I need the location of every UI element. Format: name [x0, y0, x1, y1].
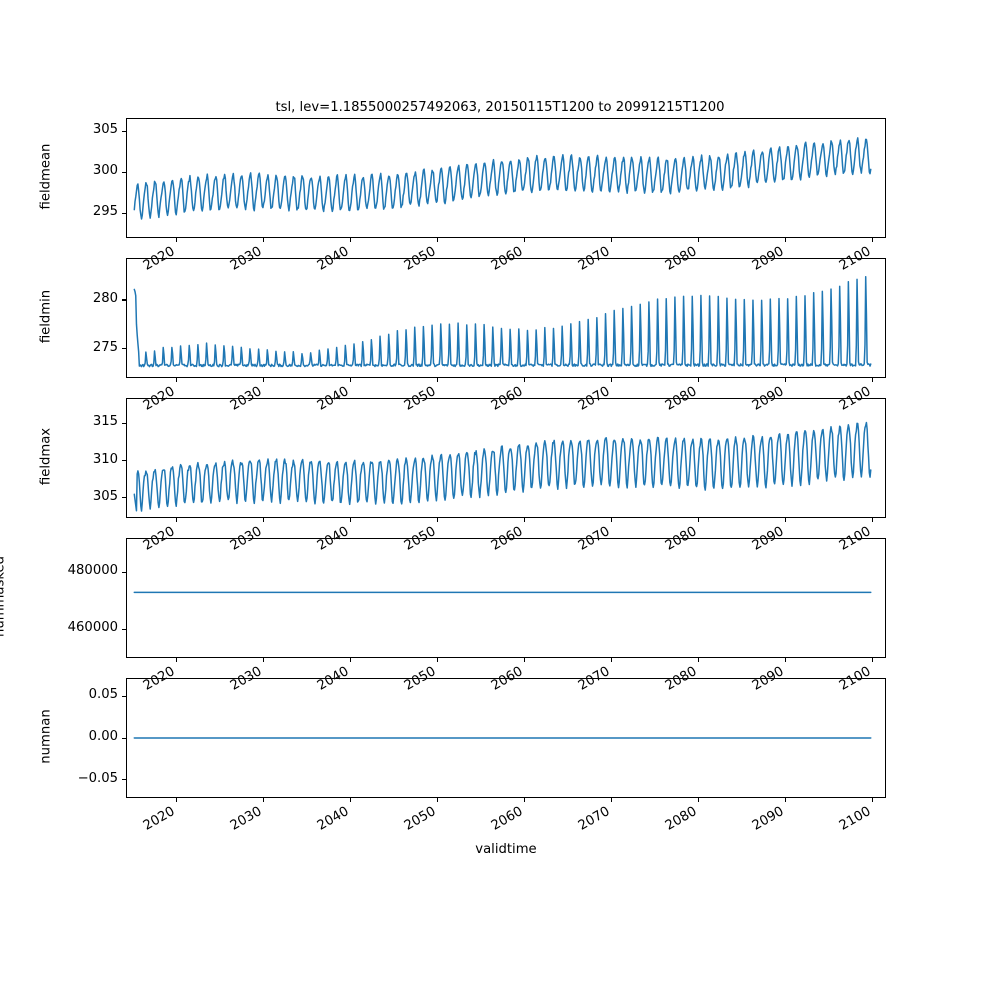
x-tick-mark-nummasked-7 [784, 658, 786, 662]
x-tick-mark-fieldmean-3 [436, 238, 438, 242]
y-axis-label-fieldmax: fieldmax [38, 427, 54, 486]
fieldmin-line [133, 275, 872, 368]
y-tick-label-numnan-0: 0.05 [88, 687, 118, 703]
y-axis-label-nummasked: nummasked [0, 556, 8, 638]
x-tick-mark-numnan-1 [262, 798, 264, 802]
x-tick-mark-fieldmean-0 [175, 238, 178, 242]
x-tick-mark-fieldmax-0 [175, 518, 178, 522]
subplot-fieldmin [126, 258, 886, 378]
x-tick-mark-fieldmean-8 [871, 238, 873, 242]
x-tick-mark-numnan-8 [871, 798, 873, 802]
x-tick-mark-nummasked-1 [262, 658, 264, 662]
figure-title: tsl, lev=1.1855000257492063, 20150115T12… [275, 100, 725, 115]
y-tick-label-fieldmean-0: 305 [92, 122, 118, 138]
x-axis-label: validtime [475, 842, 537, 857]
x-tick-label-numnan-4: 2060 [489, 804, 526, 834]
subplot-numnan [126, 678, 886, 798]
x-tick-mark-fieldmin-2 [349, 378, 351, 382]
y-axis-label-numnan: numnan [38, 709, 54, 764]
y-tick-label-nummasked-0: 480000 [67, 563, 118, 579]
y-tick-label-fieldmean-2: 295 [92, 204, 118, 220]
y-tick-label-nummasked-1: 460000 [67, 620, 118, 636]
x-tick-mark-nummasked-2 [349, 658, 351, 662]
fieldmax-line [133, 421, 872, 512]
y-tick-label-fieldmean-1: 300 [92, 163, 118, 179]
x-tick-mark-fieldmean-7 [784, 238, 786, 242]
y-tick-label-fieldmax-1: 310 [92, 451, 118, 467]
x-tick-mark-fieldmin-4 [523, 378, 525, 382]
x-tick-mark-fieldmin-0 [175, 378, 178, 382]
x-tick-mark-fieldmin-6 [697, 378, 699, 382]
x-tick-mark-nummasked-5 [610, 658, 612, 662]
y-tick-label-fieldmax-0: 315 [92, 414, 118, 430]
y-tick-label-numnan-2: −0.05 [77, 770, 118, 786]
tick-label-clip-mask-2 [126, 538, 900, 658]
x-tick-label-numnan-3: 2050 [402, 804, 439, 834]
x-tick-mark-numnan-2 [349, 798, 351, 802]
x-tick-label-numnan-0: 2020 [141, 804, 178, 834]
subplot-fieldmean [126, 118, 886, 238]
x-tick-label-numnan-7: 2090 [750, 804, 787, 834]
x-tick-mark-fieldmax-7 [784, 518, 786, 522]
x-tick-label-numnan-5: 2070 [576, 804, 613, 834]
x-tick-mark-nummasked-0 [175, 658, 178, 662]
x-tick-mark-fieldmax-1 [262, 518, 264, 522]
x-tick-mark-fieldmin-3 [436, 378, 438, 382]
x-tick-mark-nummasked-4 [523, 658, 525, 662]
y-tick-label-numnan-1: 0.00 [88, 729, 118, 744]
x-tick-mark-numnan-4 [523, 798, 525, 802]
x-tick-mark-numnan-7 [784, 798, 786, 802]
x-tick-mark-fieldmin-7 [784, 378, 786, 382]
y-tick-label-fieldmax-2: 305 [92, 488, 118, 504]
x-tick-label-numnan-1: 2030 [228, 804, 265, 834]
y-tick-label-fieldmin-1: 275 [92, 339, 118, 355]
x-tick-mark-fieldmax-3 [436, 518, 438, 522]
x-tick-mark-nummasked-8 [871, 658, 873, 662]
x-tick-label-numnan-8: 2100 [837, 804, 874, 834]
x-tick-mark-fieldmax-6 [697, 518, 699, 522]
x-tick-mark-numnan-3 [436, 798, 438, 802]
x-tick-mark-fieldmean-1 [262, 238, 264, 242]
x-tick-label-numnan-2: 2040 [315, 804, 352, 834]
x-tick-mark-fieldmean-5 [610, 238, 612, 242]
subplot-fieldmax [126, 398, 886, 518]
x-tick-mark-fieldmax-2 [349, 518, 351, 522]
subplot-nummasked [126, 538, 886, 658]
x-tick-mark-numnan-6 [697, 798, 699, 802]
x-tick-mark-nummasked-3 [436, 658, 438, 662]
x-tick-mark-fieldmean-2 [349, 238, 351, 242]
y-tick-label-fieldmin-0: 280 [92, 290, 118, 306]
x-tick-mark-fieldmax-5 [610, 518, 612, 522]
x-tick-mark-fieldmean-6 [697, 238, 699, 242]
x-tick-mark-fieldmin-1 [262, 378, 264, 382]
x-tick-mark-numnan-0 [175, 798, 178, 802]
x-tick-mark-fieldmin-8 [871, 378, 873, 382]
y-axis-label-fieldmin: fieldmin [38, 289, 54, 344]
x-tick-mark-fieldmean-4 [523, 238, 525, 242]
y-axis-label-fieldmean: fieldmean [38, 143, 54, 210]
x-tick-mark-nummasked-6 [697, 658, 699, 662]
x-tick-mark-fieldmax-8 [871, 518, 873, 522]
x-tick-mark-fieldmax-4 [523, 518, 525, 522]
x-tick-mark-numnan-5 [610, 798, 612, 802]
x-tick-label-numnan-6: 2080 [663, 804, 700, 834]
fieldmean-line [133, 137, 872, 220]
x-tick-mark-fieldmin-5 [610, 378, 612, 382]
